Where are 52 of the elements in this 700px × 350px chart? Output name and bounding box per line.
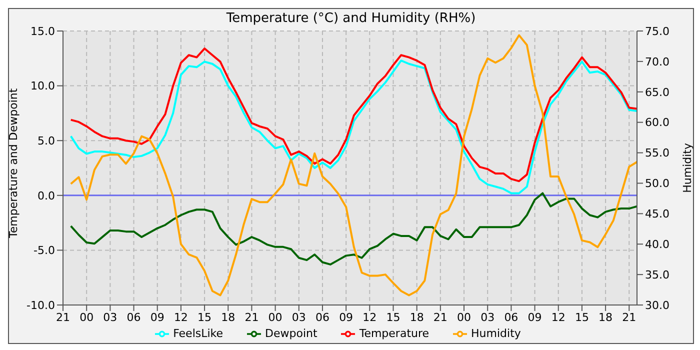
x-tick-label: 15 <box>574 310 589 324</box>
y-tick-label: 5.0 <box>38 134 55 148</box>
x-tick-label: 18 <box>598 310 613 324</box>
x-tick-label: 18 <box>221 310 236 324</box>
line-series <box>70 60 637 194</box>
legend-label: Humidity <box>471 327 521 340</box>
y-tick-label: 15.0 <box>30 24 55 38</box>
x-tick-label: 03 <box>292 310 306 324</box>
x-tick-label: 06 <box>315 310 330 324</box>
y-tick-label: 10.0 <box>30 80 55 93</box>
x-tick-label: 09 <box>339 310 354 324</box>
y-tick-label: -10.0 <box>26 298 55 312</box>
x-tick-label: 21 <box>244 310 259 324</box>
x-tick-label: 18 <box>410 310 424 324</box>
x-tick-label: 12 <box>551 310 566 324</box>
y2-axis-title: Humidity <box>680 142 694 193</box>
x-tick-label: 12 <box>362 310 377 324</box>
line-series <box>70 48 637 182</box>
line-series <box>70 192 637 266</box>
legend-label: Temperature <box>359 327 430 340</box>
legend-label: Dewpoint <box>265 327 318 340</box>
x-tick-label: 03 <box>103 310 118 324</box>
x-tick-label: 00 <box>80 310 94 324</box>
x-tick-label: 06 <box>126 310 141 324</box>
y2-tick-label: 40.0 <box>645 238 670 252</box>
y-axis-title: Temperature and Dewpoint <box>6 88 20 239</box>
y2-tick-label: 75.0 <box>645 24 670 38</box>
y2-tick-label: 55.0 <box>645 146 670 160</box>
x-tick-label: 00 <box>457 310 472 324</box>
x-tick-label: 00 <box>268 310 282 324</box>
y2-tick-label: 60.0 <box>645 116 670 130</box>
y-tick-label: 0.0 <box>38 189 55 202</box>
y2-tick-label: 30.0 <box>645 298 670 312</box>
chart-title: Temperature (°C) and Humidity (RH%) <box>226 11 476 26</box>
x-tick-label: 21 <box>433 310 448 324</box>
x-tick-label: 15 <box>386 310 400 324</box>
x-tick-label: 12 <box>174 310 188 324</box>
x-tick-label: 15 <box>198 310 212 324</box>
legend-label: FeelsLike <box>173 327 224 340</box>
x-tick-label: 03 <box>480 310 495 324</box>
x-tick-label: 21 <box>56 310 70 324</box>
x-tick-label: 21 <box>622 310 636 324</box>
x-tick-label: 09 <box>528 310 542 324</box>
y2-tick-label: 65.0 <box>645 86 670 99</box>
y2-tick-label: 50.0 <box>645 177 670 190</box>
x-tick-label: 06 <box>504 310 518 324</box>
y2-tick-label: 35.0 <box>645 268 670 282</box>
y-tick-label: -5.0 <box>34 244 55 258</box>
x-tick-label: 09 <box>150 310 164 324</box>
y2-tick-label: 45.0 <box>645 208 670 221</box>
line-series <box>70 34 637 296</box>
y2-tick-label: 70.0 <box>645 55 670 68</box>
